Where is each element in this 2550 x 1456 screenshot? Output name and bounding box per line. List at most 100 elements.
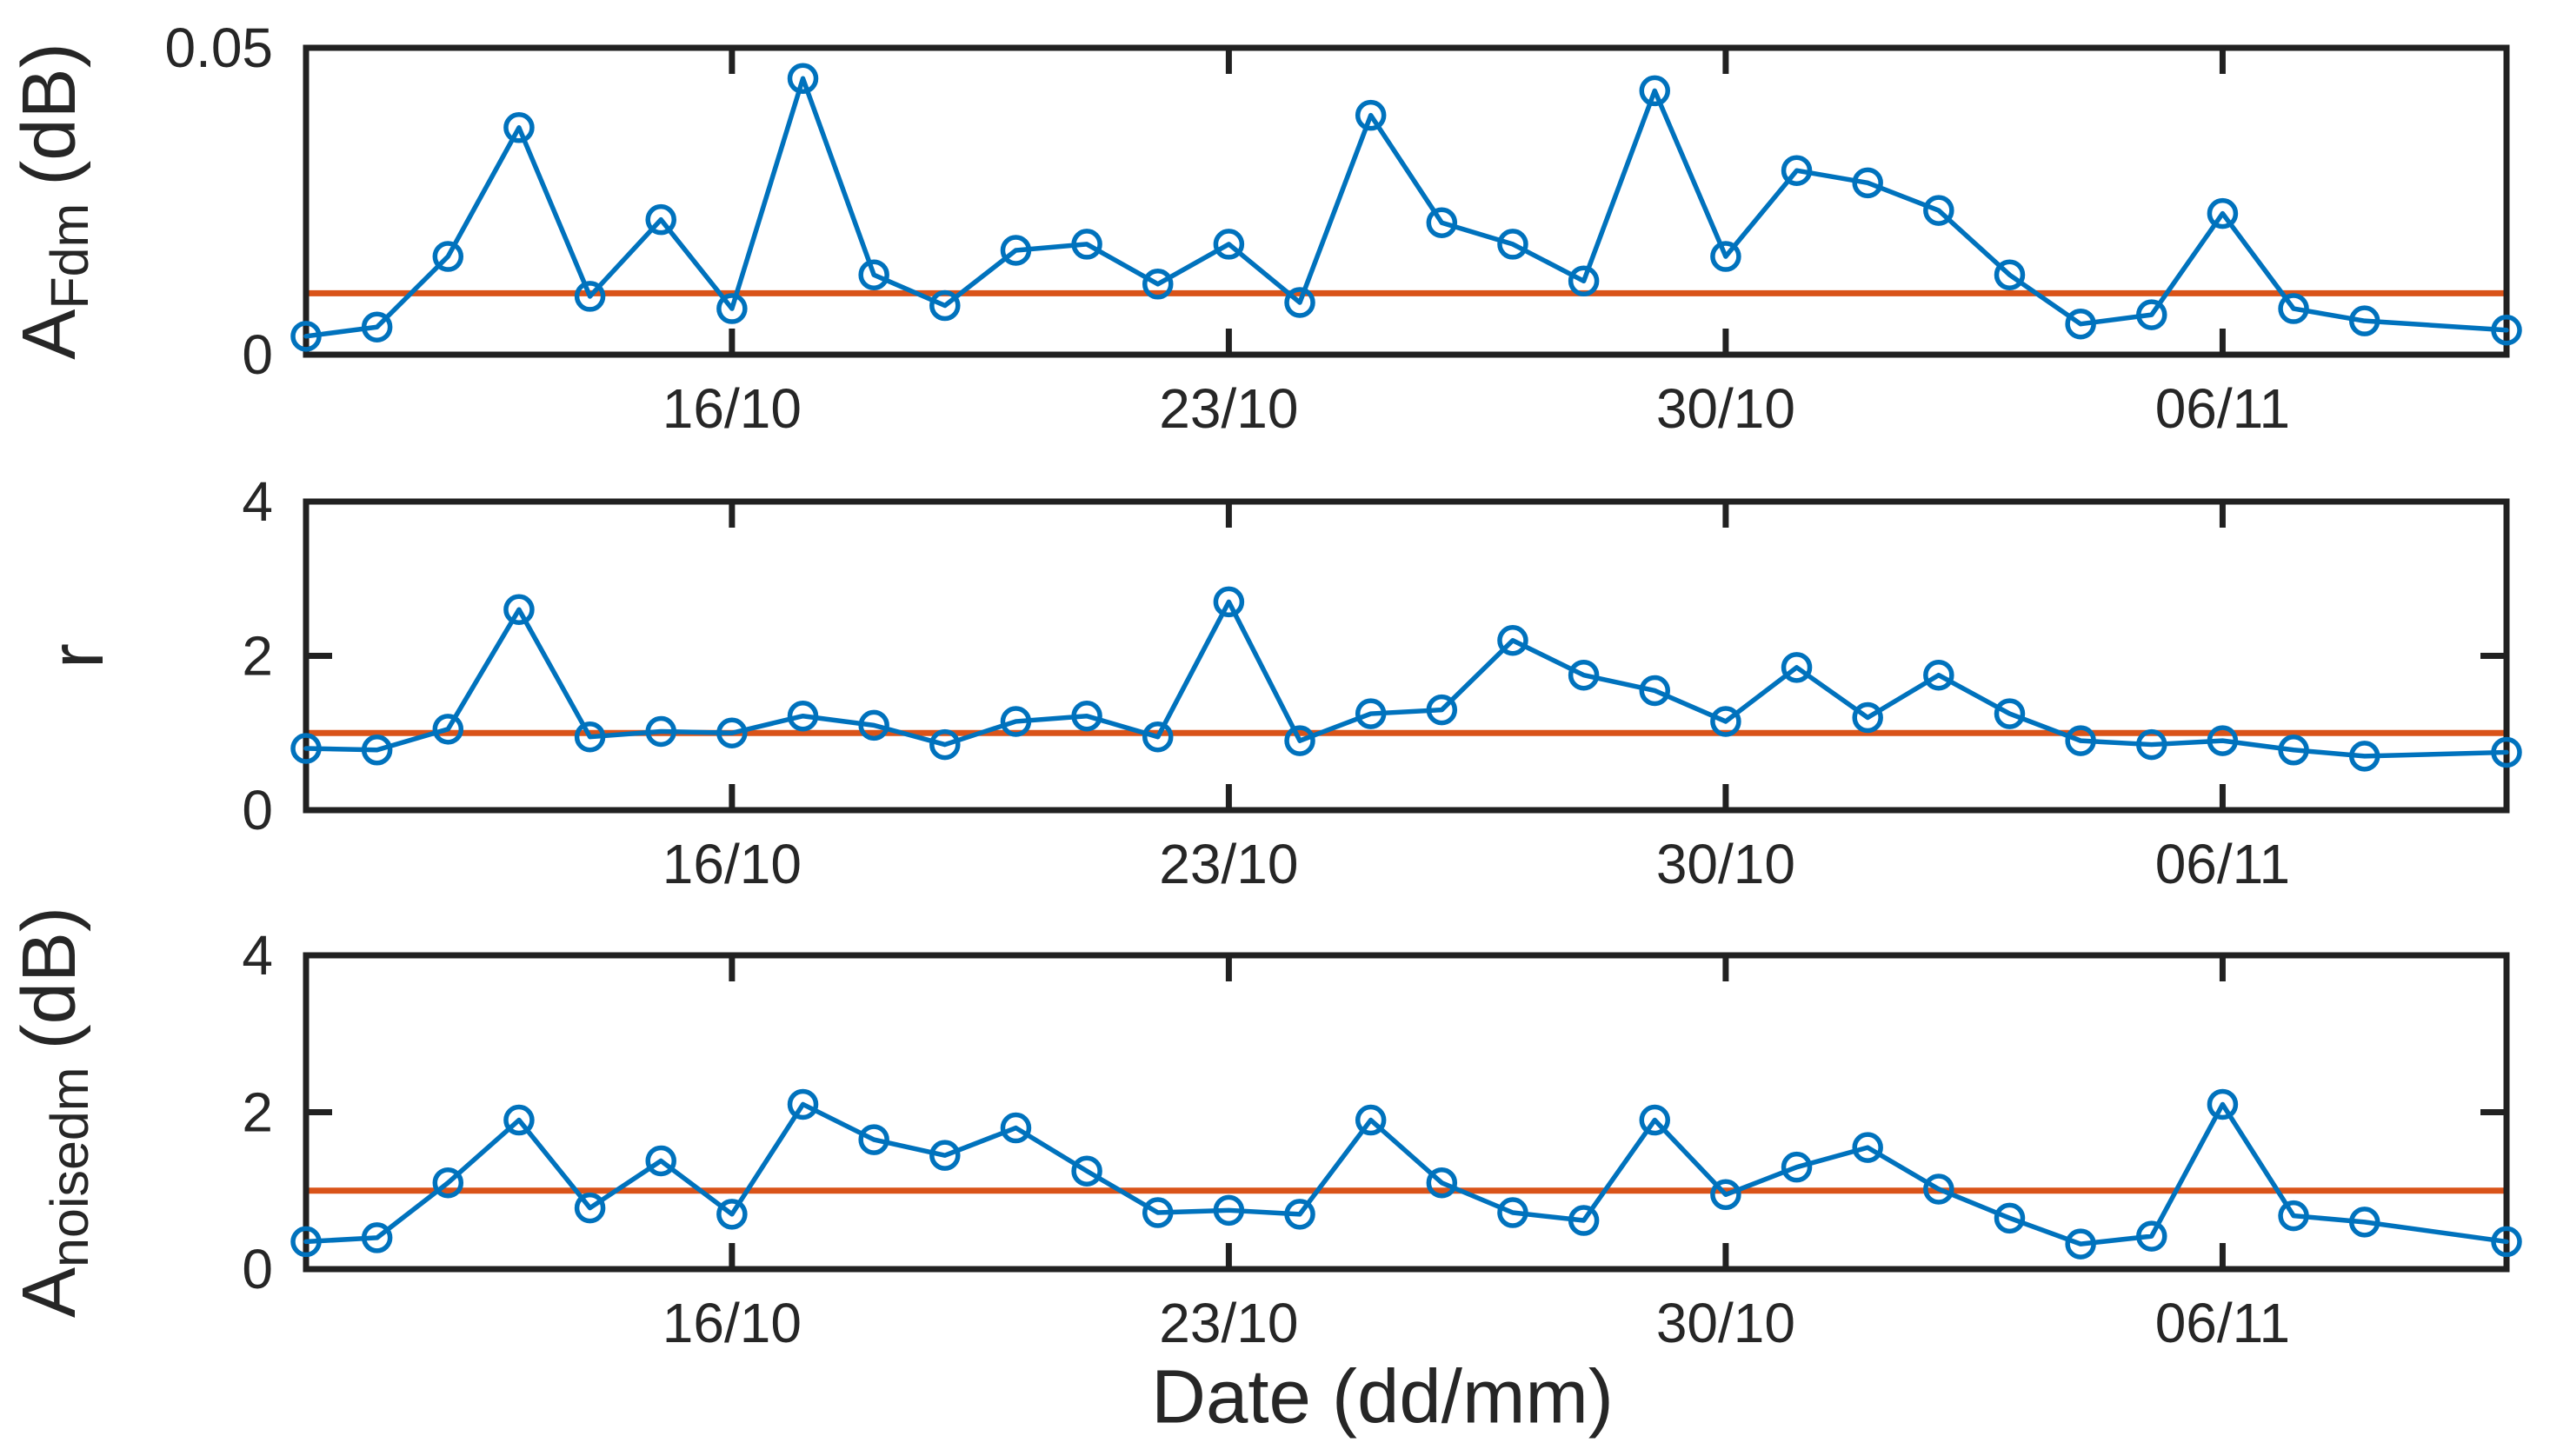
data-marker (787, 700, 819, 732)
data-marker (1781, 1151, 1813, 1183)
y-axis-label-unit: (dB) (7, 907, 91, 1049)
x-tick-label: 23/10 (1159, 833, 1298, 895)
x-tick-label: 30/10 (1656, 1292, 1795, 1354)
data-marker (1000, 1112, 1032, 1144)
y-axis-label-main: r (35, 643, 119, 668)
y-tick-label: 0 (242, 779, 273, 841)
data-marker (1426, 1167, 1458, 1199)
data-marker (1213, 1194, 1245, 1227)
axes-box (303, 498, 2510, 814)
data-marker (1355, 99, 1387, 131)
y-tick-label: 4 (242, 924, 273, 987)
x-tick-label: 23/10 (1159, 1292, 1298, 1354)
data-marker (2491, 1226, 2522, 1258)
data-marker (503, 1104, 535, 1136)
data-marker (929, 1140, 961, 1171)
x-tick-label: 06/11 (2155, 377, 2290, 440)
data-marker (503, 594, 535, 625)
x-tick-label: 30/10 (1656, 377, 1795, 440)
data-marker (858, 259, 889, 290)
series-line-A_Fdm (303, 76, 2509, 339)
data-marker (1071, 229, 1102, 260)
data-marker (1284, 725, 1315, 756)
data-marker (1355, 698, 1387, 729)
x-tick-label: 30/10 (1656, 833, 1795, 895)
data-marker (1568, 1205, 1600, 1236)
data-marker (787, 63, 819, 95)
y-tick-label: 2 (242, 1081, 273, 1144)
data-marker (1000, 235, 1032, 266)
y-tick-label: 0 (242, 323, 273, 386)
data-marker (929, 289, 961, 322)
y-axis-label-subscript: noisedm (40, 1067, 99, 1267)
x-tick-label: 16/10 (662, 1292, 802, 1354)
y-axis-label-unit: (dB) (7, 43, 91, 185)
data-marker (645, 203, 676, 236)
data-marker (1923, 659, 1954, 691)
data-marker (2278, 293, 2309, 324)
data-marker (1994, 1202, 2026, 1234)
data-marker (361, 311, 393, 342)
axes-box (303, 952, 2510, 1273)
data-marker (787, 1088, 819, 1120)
y-axis-label-subscript: Fdm (40, 203, 99, 309)
y-axis-label: AFdm (dB) (7, 43, 100, 359)
x-tick-label: 06/11 (2155, 1292, 2290, 1354)
data-marker (503, 112, 535, 143)
data-marker (1213, 229, 1245, 260)
data-marker (2065, 1228, 2096, 1260)
data-marker (2348, 741, 2380, 772)
data-marker (1852, 167, 1883, 199)
panel-2: 0 2 4 16/10 23/10 30/10 06/11 r (35, 470, 2522, 895)
data-marker (1000, 706, 1032, 737)
data-marker (1213, 586, 1245, 618)
data-marker (2065, 725, 2096, 756)
x-tick-label: 23/10 (1159, 377, 1298, 440)
data-marker (1994, 698, 2026, 729)
data-marker (1142, 1197, 1174, 1228)
y-axis-label: Anoisedm (dB) (7, 907, 100, 1318)
data-marker (2278, 735, 2309, 766)
y-axis-label-main: A (7, 1267, 91, 1318)
data-marker (1426, 694, 1458, 726)
data-marker (361, 735, 393, 766)
data-marker (574, 721, 606, 753)
data-marker (361, 1222, 393, 1253)
data-marker (2136, 728, 2167, 761)
data-marker (432, 241, 464, 272)
data-marker (716, 717, 748, 748)
data-marker (858, 1124, 889, 1155)
axes-box (303, 44, 2510, 358)
data-marker (290, 733, 322, 764)
data-marker (1639, 1104, 1671, 1136)
data-marker (2491, 736, 2522, 768)
data-marker (1426, 207, 1458, 238)
data-marker (1639, 75, 1671, 107)
data-marker (1142, 269, 1174, 300)
data-marker (2207, 197, 2239, 229)
data-marker (1923, 195, 1954, 226)
x-axis-label: Date (dd/mm) (1151, 1355, 1614, 1439)
data-marker (645, 715, 676, 748)
series-line-r (303, 599, 2509, 759)
data-marker (290, 321, 322, 352)
data-marker (1497, 229, 1528, 260)
data-marker (2491, 315, 2522, 346)
data-marker (1710, 706, 1741, 737)
y-axis-label-main: A (7, 309, 91, 360)
data-marker (1071, 1155, 1102, 1187)
data-marker (574, 281, 606, 312)
data-marker (574, 1192, 606, 1224)
data-marker (929, 728, 961, 761)
data-marker (1071, 700, 1102, 732)
data-marker (432, 1167, 464, 1199)
data-marker (2207, 1088, 2239, 1120)
data-marker (2136, 1220, 2167, 1252)
data-marker (1497, 1197, 1528, 1228)
data-marker (1497, 625, 1528, 656)
y-axis-label: r (35, 643, 119, 668)
data-marker (2348, 1207, 2380, 1238)
data-marker (1568, 659, 1600, 691)
